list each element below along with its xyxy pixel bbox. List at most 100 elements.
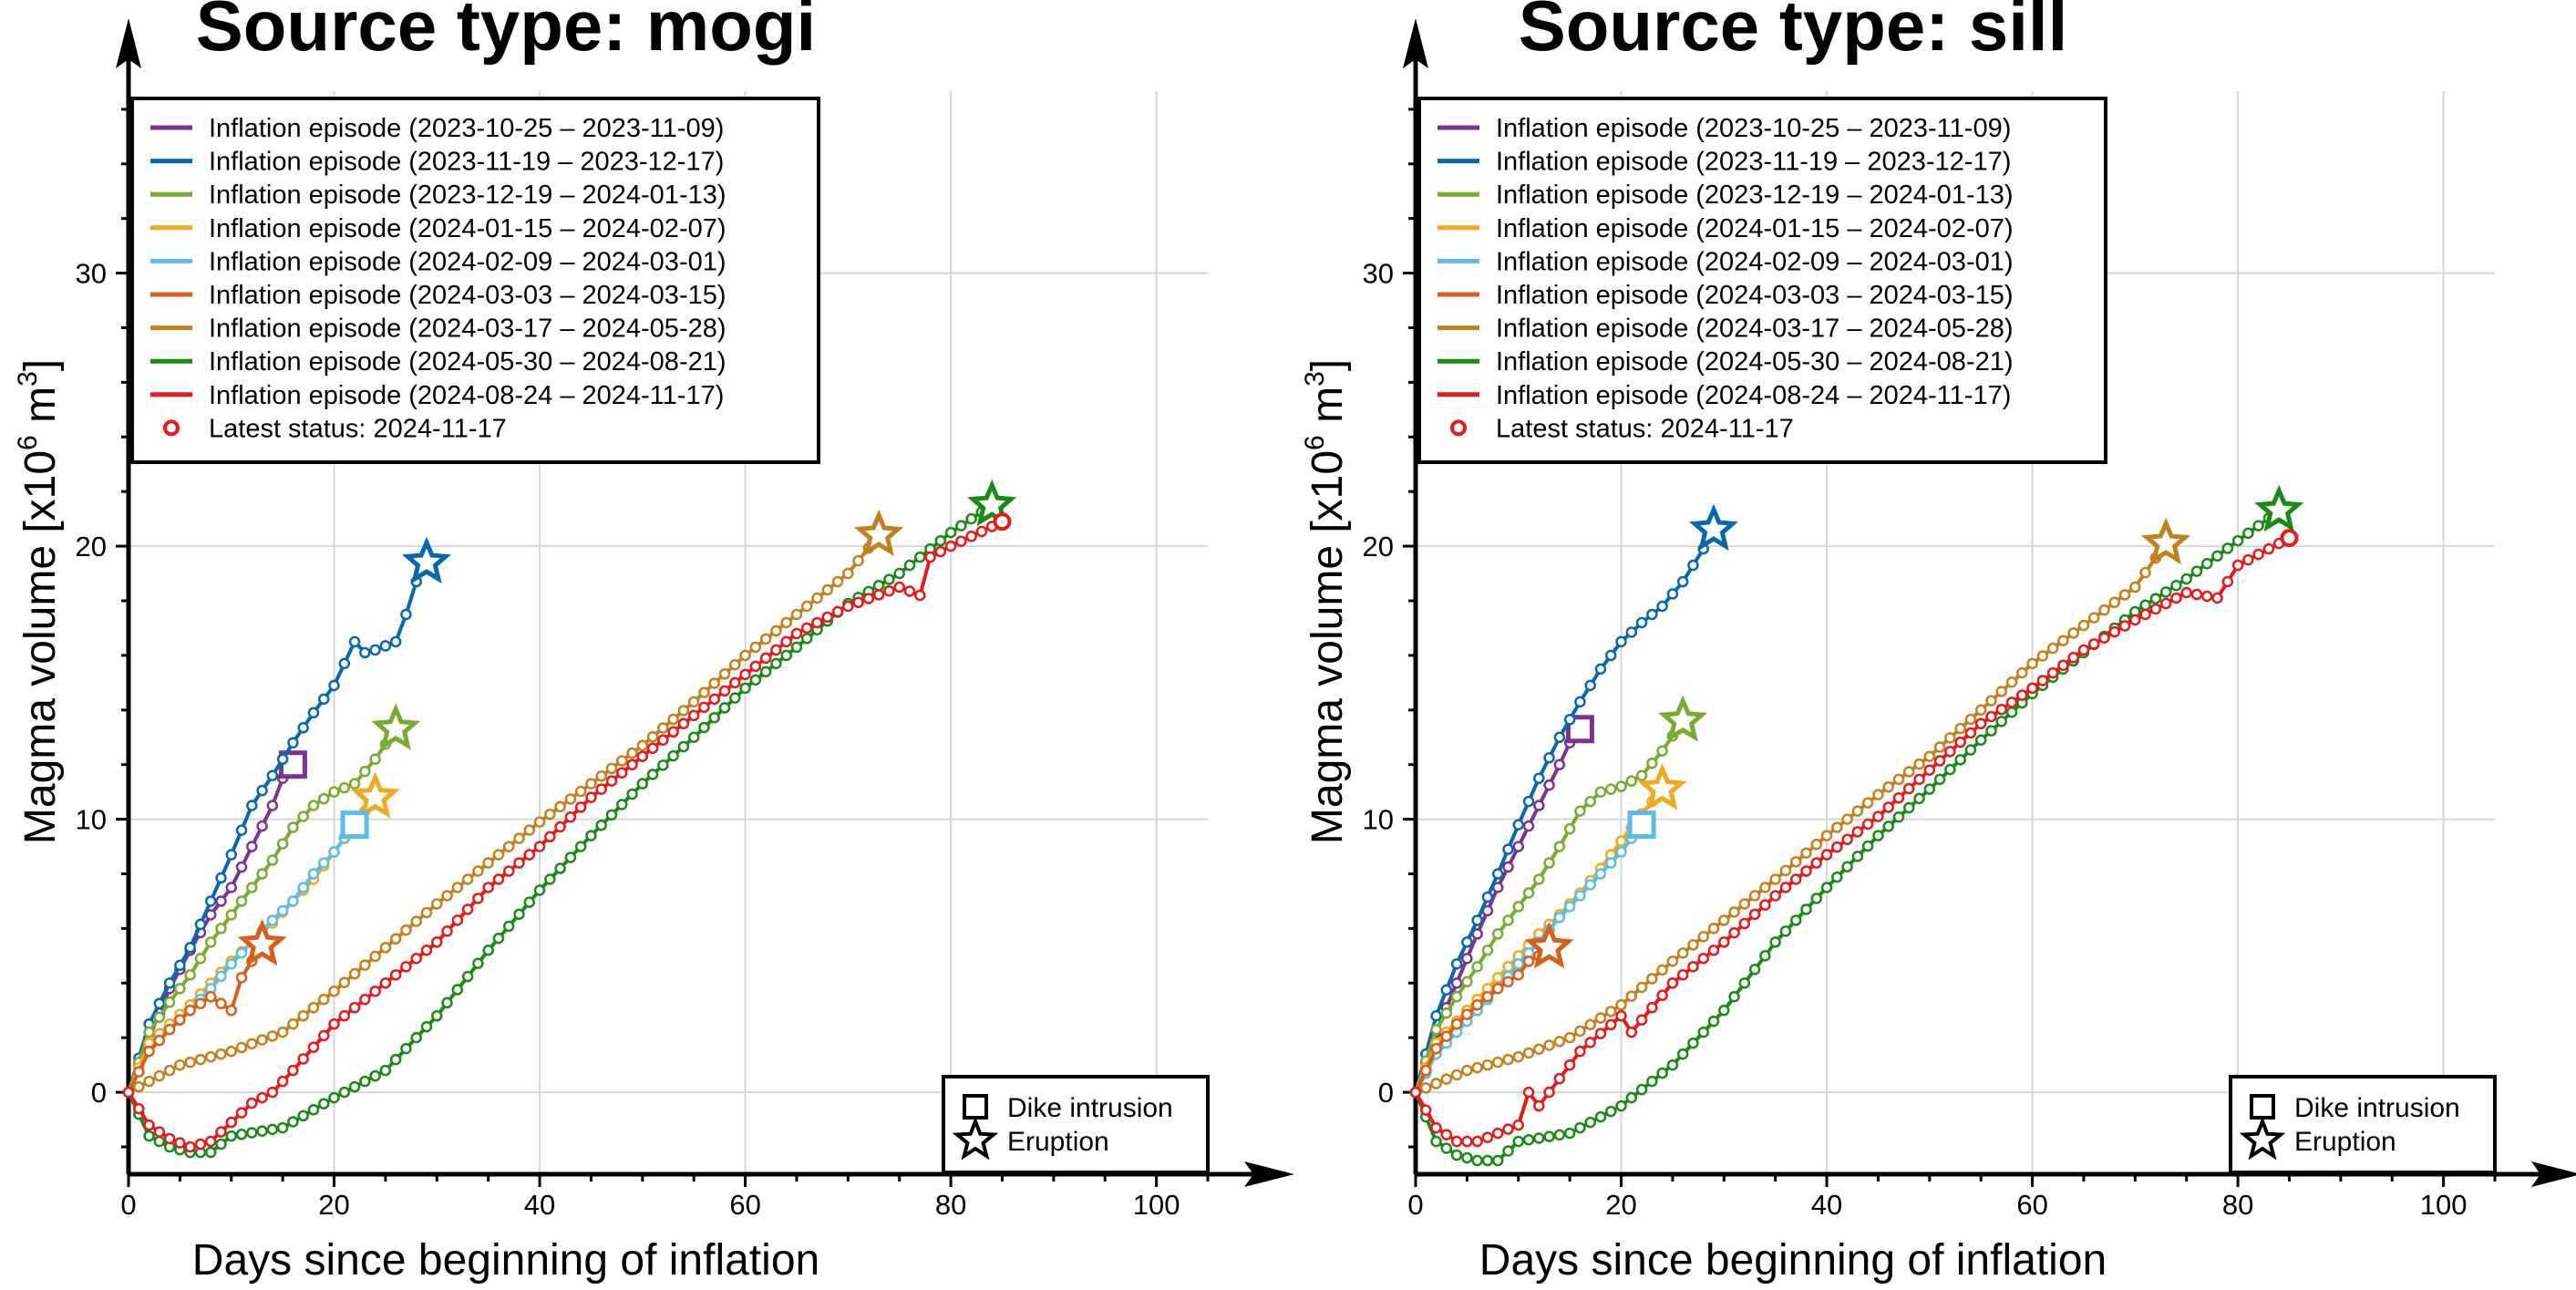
series <box>1409 695 1708 1099</box>
series-point <box>770 644 782 656</box>
series-point <box>256 1034 268 1046</box>
series-point <box>1563 1031 1576 1044</box>
series-point <box>1604 1105 1617 1118</box>
series-point <box>1995 716 2007 728</box>
series-point <box>174 1014 186 1027</box>
series-point <box>1759 950 1771 962</box>
series-point <box>842 600 854 613</box>
eruption-marker <box>1658 695 1708 742</box>
series-point <box>215 895 227 907</box>
series-point <box>2046 642 2059 655</box>
series-point <box>1697 953 1709 965</box>
y-tick-label: 0 <box>1378 1077 1394 1109</box>
series-point <box>143 1026 155 1038</box>
series-point <box>194 997 207 1010</box>
series-point <box>1450 1149 1463 1161</box>
series-point <box>1533 772 1545 784</box>
series-point <box>585 791 597 803</box>
series-point <box>2067 627 2079 639</box>
series-point <box>369 1069 381 1082</box>
legend-box <box>942 1075 1210 1174</box>
series-point <box>574 785 587 798</box>
series-point <box>1615 635 1627 648</box>
series-point <box>1687 559 1699 572</box>
series-point <box>1502 1053 1514 1066</box>
series-point <box>1954 736 1966 748</box>
series-point <box>1944 732 1956 744</box>
series-point <box>872 589 885 601</box>
series-point <box>1933 741 1946 753</box>
series-point <box>1615 835 1627 847</box>
series-point <box>2190 565 2203 577</box>
chart-panel-mogi: Source type: mogi Days since beginning o… <box>13 0 1294 1285</box>
y-tick-label: 30 <box>76 258 107 290</box>
x-tick-label: 40 <box>524 1189 555 1221</box>
x-tick-label: 20 <box>318 1189 349 1221</box>
series-point <box>379 977 392 989</box>
y-tick-label: 20 <box>76 531 107 562</box>
series-point <box>687 709 700 722</box>
series-point <box>1543 1039 1555 1051</box>
series-point <box>1985 695 1997 707</box>
series-point <box>533 884 546 896</box>
series-point <box>246 882 258 893</box>
series-point <box>2087 638 2100 650</box>
series-point <box>1687 1037 1699 1049</box>
series-point <box>1481 1131 1494 1143</box>
series-point <box>626 759 638 770</box>
series-point <box>359 1075 371 1088</box>
series-point <box>1574 805 1586 817</box>
series-point <box>1748 890 1761 902</box>
series-point <box>122 1086 135 1099</box>
series-point <box>2149 603 2162 615</box>
series-point <box>1789 873 1802 885</box>
series-point <box>1502 1145 1514 1157</box>
series <box>122 703 421 1099</box>
series-point <box>2180 573 2192 585</box>
series-point <box>1584 679 1596 692</box>
series-point <box>1779 882 1792 893</box>
series-point <box>903 559 916 572</box>
series-point <box>1481 891 1494 903</box>
series-point <box>1861 840 1874 852</box>
series-point <box>1861 818 1874 831</box>
series-point <box>1841 833 1853 846</box>
series-point <box>1512 1050 1525 1063</box>
series-point <box>1635 769 1648 781</box>
series-point <box>246 841 258 852</box>
eruption-marker <box>402 536 451 584</box>
series-point <box>1604 857 1617 869</box>
series-point <box>626 788 638 800</box>
series-point <box>1656 964 1668 976</box>
series-point <box>1553 731 1566 744</box>
series-group <box>122 479 1017 1159</box>
series-point <box>307 1002 320 1014</box>
series-point <box>153 1011 166 1024</box>
series-point <box>1779 864 1792 877</box>
series-point <box>1933 755 1946 767</box>
series-point <box>266 800 279 811</box>
eruption-marker <box>1524 922 1574 969</box>
series-point <box>780 649 792 662</box>
series-point <box>718 668 731 680</box>
series-point <box>1461 975 1473 988</box>
series-point <box>2201 590 2213 603</box>
series-point <box>256 784 268 797</box>
series-point <box>1738 917 1751 930</box>
series-point <box>1625 1026 1638 1038</box>
series-point <box>1646 608 1658 621</box>
y-axis-label-unit-exp: 3 <box>1300 371 1330 387</box>
series-point <box>266 769 279 781</box>
series-point <box>246 1097 258 1109</box>
series-point <box>297 1010 309 1022</box>
y-axis-label-main: Magma volume [x10 <box>16 450 65 844</box>
series-point <box>225 849 238 861</box>
series-point <box>1759 899 1771 911</box>
series-point <box>492 932 505 944</box>
y-tick-label: 10 <box>76 804 107 836</box>
series-point <box>328 786 340 798</box>
series-point <box>646 769 659 780</box>
series-point <box>1964 744 1977 756</box>
series-point <box>1820 882 1833 893</box>
series-point <box>379 640 392 652</box>
